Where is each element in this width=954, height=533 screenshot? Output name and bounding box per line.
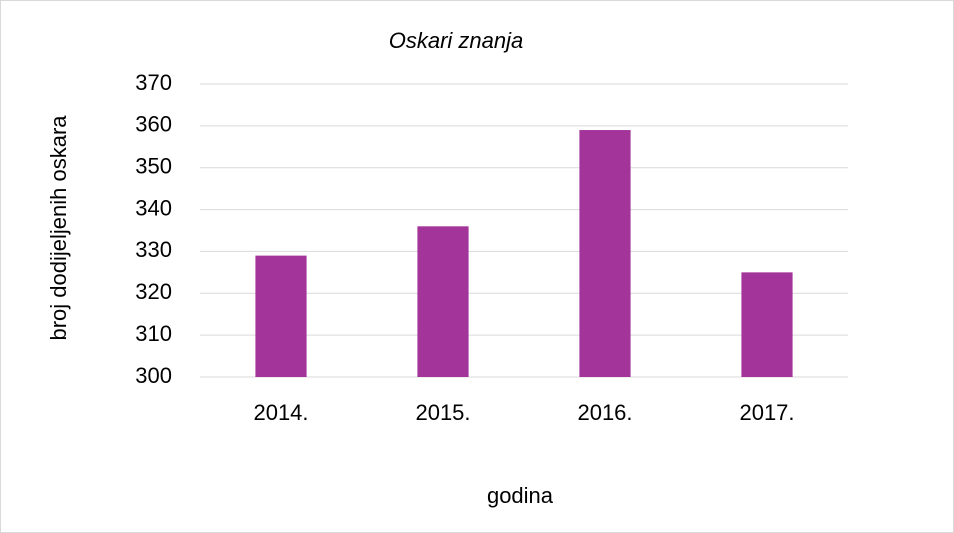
y-tick-label: 360 bbox=[135, 112, 172, 137]
bar bbox=[579, 130, 631, 377]
y-axis-label: broj dodijeljenih oskara bbox=[46, 115, 71, 341]
y-tick-label: 310 bbox=[135, 321, 172, 346]
y-tick-label: 320 bbox=[135, 279, 172, 304]
x-tick-label: 2016. bbox=[577, 400, 632, 425]
x-tick-label: 2017. bbox=[739, 400, 794, 425]
bar bbox=[741, 272, 793, 377]
bar bbox=[417, 226, 469, 377]
bar bbox=[255, 255, 307, 377]
y-tick-label: 350 bbox=[135, 154, 172, 179]
x-axis-label: godina bbox=[487, 483, 554, 508]
y-tick-label: 330 bbox=[135, 237, 172, 262]
x-tick-label: 2014. bbox=[253, 400, 308, 425]
chart-title: Oskari znanja bbox=[389, 28, 524, 53]
y-tick-label: 300 bbox=[135, 363, 172, 388]
y-tick-label: 370 bbox=[135, 70, 172, 95]
y-tick-label: 340 bbox=[135, 195, 172, 220]
x-tick-label: 2015. bbox=[415, 400, 470, 425]
